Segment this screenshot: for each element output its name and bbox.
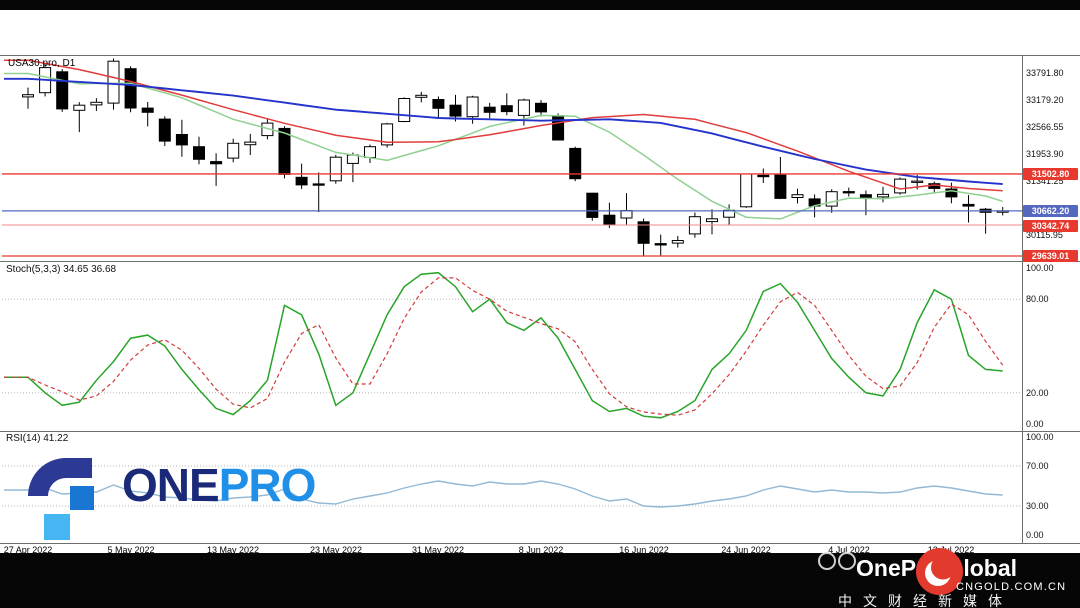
rsi-value: 41.22: [43, 433, 69, 444]
time-scale-label: 24 Jun 2022: [721, 545, 771, 555]
rsi-scale-label: 70.00: [1026, 461, 1049, 471]
time-scale-label: 4 Jul 2022: [828, 545, 870, 555]
rsi-scale-label: 0.00: [1026, 530, 1044, 540]
stoch-scale-label: 80.00: [1026, 294, 1049, 304]
time-scale-label: 23 May 2022: [309, 545, 363, 555]
time-scale-label: 13 May 2022: [206, 545, 260, 555]
stoch-d-value: 36.68: [91, 264, 117, 275]
onepro-text-one: ONE: [122, 459, 220, 511]
price-scale-label: 31341.25: [1026, 176, 1064, 186]
price-scale-border: [1022, 55, 1023, 543]
time-scale-label: 27 Apr 2022: [3, 545, 53, 555]
price-badge-support-mid: 30342.74: [1023, 220, 1078, 232]
time-scale-label: 8 Jun 2022: [518, 545, 564, 555]
stoch-scale-label: 0.00: [1026, 419, 1044, 429]
price-scale-label: 32566.55: [1026, 122, 1064, 132]
price-scale-label: 31953.90: [1026, 149, 1064, 159]
rsi-scale-label: 100.00: [1026, 432, 1054, 442]
symbol-timeframe-label: USA30.pro, D1: [8, 58, 76, 69]
onepro-watermark: ONEPRO: [10, 438, 340, 546]
panel-separator-stoch: [0, 261, 1080, 262]
panel-top-border: [0, 55, 1080, 56]
time-axis-border: [0, 543, 1080, 544]
stoch-indicator-label: Stoch(5,3,3) 34.65 36.68: [6, 264, 116, 275]
onepro-text-pro: PRO: [218, 459, 317, 511]
onepro-logo-text: ONEPRO: [122, 459, 317, 511]
rsi-indicator-label: RSI(14) 41.22: [6, 433, 68, 444]
price-scale-label: 33791.80: [1026, 68, 1064, 78]
footer-watermark-bar: [0, 553, 1080, 608]
stoch-scale-label: 20.00: [1026, 388, 1049, 398]
top-black-bar: [0, 0, 1080, 10]
footer-tagline-text: 中文财经新媒体: [838, 593, 1013, 608]
footer-circle-icon: [838, 552, 856, 570]
panel-separator-rsi: [0, 431, 1080, 432]
onepro-logo-icon: [28, 458, 94, 540]
rsi-scale-label: 30.00: [1026, 501, 1049, 511]
stoch-scale-label: 100.00: [1026, 263, 1054, 273]
price-badge-resistance: 31502.80: [1023, 168, 1078, 180]
rsi-name: RSI(14): [6, 433, 41, 444]
footer-circle-icon: [818, 552, 836, 570]
time-scale-label: 12 Jul 2022: [927, 545, 975, 555]
price-badge-support-low: 29639.01: [1023, 250, 1078, 262]
price-scale-label: 33179.20: [1026, 95, 1064, 105]
time-scale-label: 5 May 2022: [107, 545, 155, 555]
stoch-name: Stoch(5,3,3): [6, 264, 61, 275]
price-scale-label: 30115.95: [1026, 230, 1063, 240]
price-badge-current-price: 30662.20: [1023, 205, 1078, 217]
time-scale-label: 16 Jun 2022: [619, 545, 669, 555]
time-scale-label: 31 May 2022: [411, 545, 465, 555]
chart-canvas[interactable]: [0, 0, 1080, 553]
stoch-k-value: 34.65: [63, 264, 89, 275]
cngold-logo-icon: [916, 548, 963, 595]
footer-site-text: CNGOLD.COM.CN: [956, 581, 1067, 593]
